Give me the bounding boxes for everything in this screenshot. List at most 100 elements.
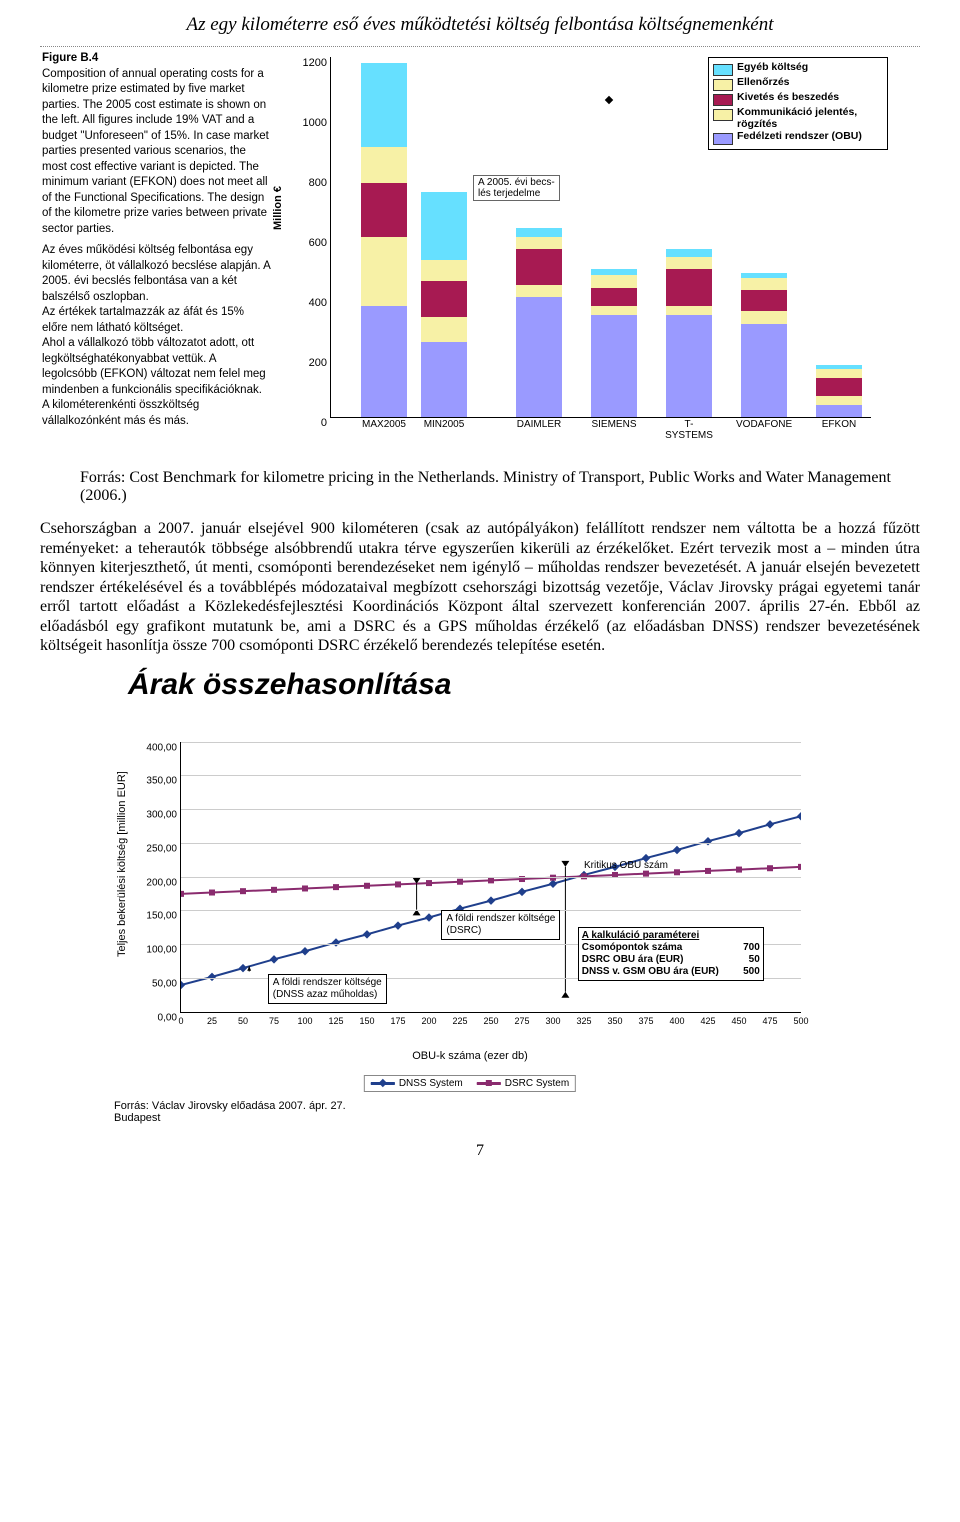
figure1-legend-item: Fedélzeti rendszer (OBU) xyxy=(713,131,883,145)
figure2-xtick: 325 xyxy=(572,1016,596,1026)
figure2-arrowhead xyxy=(561,860,569,866)
figure1-bar-segment xyxy=(666,315,712,417)
figure2-series-marker xyxy=(673,845,681,853)
figure2-param-box: A kalkuláció paramétereiCsomópontok szám… xyxy=(578,927,764,981)
figure2-series-marker xyxy=(364,882,370,888)
figure2-series-marker xyxy=(181,980,185,988)
figure2-legend-item: DSRC System xyxy=(477,1078,569,1089)
figure1-bar-segment xyxy=(421,260,467,281)
figure2-xtick: 225 xyxy=(448,1016,472,1026)
figure1-bar-segment xyxy=(516,297,562,417)
figure1-title: Az egy kilométerre eső éves működtetési … xyxy=(40,14,920,36)
figure1-ytick: 800 xyxy=(295,177,327,189)
figure1-bar-segment xyxy=(516,228,562,237)
figure2-gridline xyxy=(181,877,801,878)
body-paragraph: Csehországban a 2007. január elsejével 9… xyxy=(40,519,920,656)
figure2-gridline xyxy=(181,742,801,743)
figure2-series-marker xyxy=(209,889,215,895)
figure2-legend: DNSS System DSRC System xyxy=(364,1075,576,1092)
figure1-bar xyxy=(361,63,407,417)
figure2-ytick: 350,00 xyxy=(137,776,177,787)
figure2-xtick: 275 xyxy=(510,1016,534,1026)
figure1-bar-segment xyxy=(666,257,712,269)
figure2-series-marker xyxy=(798,863,801,869)
figure1-bar-segment xyxy=(591,306,637,315)
figure2-legend-item: DNSS System xyxy=(371,1078,463,1089)
figure2-series-marker xyxy=(767,865,773,871)
figure1-bar-segment xyxy=(516,249,562,285)
figure2-ytick: 100,00 xyxy=(137,945,177,956)
figure2-series-marker xyxy=(270,955,278,963)
figure1-bar-segment xyxy=(421,281,467,317)
figure2-footer: Forrás: Václav Jirovsky előadása 2007. á… xyxy=(114,1100,850,1124)
figure2-ytick: 50,00 xyxy=(137,978,177,989)
page-number: 7 xyxy=(40,1142,920,1160)
figure1-bar xyxy=(816,365,862,418)
figure2-series-marker xyxy=(487,896,495,904)
figure2: Árak összehasonlítása Teljes bekerülési … xyxy=(110,668,850,1124)
figure2-xtick: 450 xyxy=(727,1016,751,1026)
figure1-bar-segment xyxy=(741,278,787,290)
figure2-gridline xyxy=(181,775,801,776)
figure2-plot-area: 0,0050,00100,00150,00200,00250,00300,003… xyxy=(180,742,801,1013)
figure1-bar-segment xyxy=(816,378,862,396)
figure2-annotation: Kritikus OBU szám xyxy=(584,860,668,872)
figure2-series-marker xyxy=(302,885,308,891)
figure2-series-marker xyxy=(395,881,401,887)
legend-swatch xyxy=(713,133,733,145)
figure2-xtick: 350 xyxy=(603,1016,627,1026)
legend-swatch xyxy=(713,109,733,121)
figure2-series-marker xyxy=(735,828,743,836)
figure2-series-line xyxy=(181,866,801,893)
figure2-series-marker xyxy=(425,913,433,921)
figure1-bar-segment xyxy=(361,147,407,183)
figure1-ytick: 600 xyxy=(295,237,327,249)
figure1-bar-segment xyxy=(666,306,712,315)
figure2-series-marker xyxy=(333,884,339,890)
legend-label: Kommunikáció jelentés, rögzítés xyxy=(737,107,883,130)
figure2-series-marker xyxy=(797,812,801,820)
figure1-xlabel: VODAFONE xyxy=(736,419,792,430)
figure2-series-marker xyxy=(363,930,371,938)
figure1-marker xyxy=(605,96,613,104)
figure2-arrowhead xyxy=(247,966,251,971)
figure2-series-marker xyxy=(208,972,216,980)
figure2-xtick: 175 xyxy=(386,1016,410,1026)
figure1-bar-segment xyxy=(421,192,467,260)
figure2-series-marker xyxy=(705,868,711,874)
figure2-annotation-box: A földi rendszer költsége (DNSS azaz műh… xyxy=(268,974,387,1004)
figure2-series-marker xyxy=(301,947,309,955)
figure1-xlabel: DAIMLER xyxy=(511,419,567,430)
figure2-annotation-box: A földi rendszer költsége (DSRC) xyxy=(441,910,560,940)
figure2-xaxis-label: OBU-k száma (ezer db) xyxy=(110,1050,830,1062)
figure1-bar-segment xyxy=(516,237,562,249)
figure2-gridline xyxy=(181,843,801,844)
figure2-yaxis-label: Teljes bekerülési költség [million EUR] xyxy=(116,771,128,957)
figure1-legend-item: Egyéb költség xyxy=(713,62,883,76)
figure1-bar-segment xyxy=(816,396,862,405)
figure1-xlabel: MAX2005 xyxy=(356,419,412,430)
figure1-bar-segment xyxy=(361,183,407,237)
legend-swatch xyxy=(713,64,733,76)
figure2-series-marker xyxy=(271,886,277,892)
figure2-series-marker xyxy=(239,963,247,971)
figure2-xtick: 150 xyxy=(355,1016,379,1026)
legend-swatch xyxy=(713,79,733,91)
figure2-series-marker xyxy=(426,880,432,886)
figure1-bar xyxy=(741,273,787,417)
figure2-xtick: 500 xyxy=(789,1016,813,1026)
figure2-xtick: 75 xyxy=(262,1016,286,1026)
figure1-bar-segment xyxy=(361,237,407,306)
figure1-legend-item: Kivetés és beszedés xyxy=(713,92,883,106)
figure2-series-marker xyxy=(736,866,742,872)
legend-swatch xyxy=(713,94,733,106)
figure2-ytick: 300,00 xyxy=(137,810,177,821)
figure1-ytick: 200 xyxy=(295,357,327,369)
figure2-xtick: 200 xyxy=(417,1016,441,1026)
figure2-series-marker xyxy=(518,887,526,895)
figure2-xtick: 125 xyxy=(324,1016,348,1026)
figure2-xtick: 0 xyxy=(169,1016,193,1026)
figure2-series-marker xyxy=(766,820,774,828)
figure2-chart: Teljes bekerülési költség [million EUR] … xyxy=(110,732,830,1092)
figure2-series-marker xyxy=(674,869,680,875)
